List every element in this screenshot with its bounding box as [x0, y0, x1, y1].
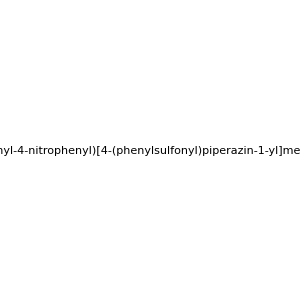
Text: (3-Methyl-4-nitrophenyl)[4-(phenylsulfonyl)piperazin-1-yl]methanone: (3-Methyl-4-nitrophenyl)[4-(phenylsulfon… — [0, 146, 300, 157]
